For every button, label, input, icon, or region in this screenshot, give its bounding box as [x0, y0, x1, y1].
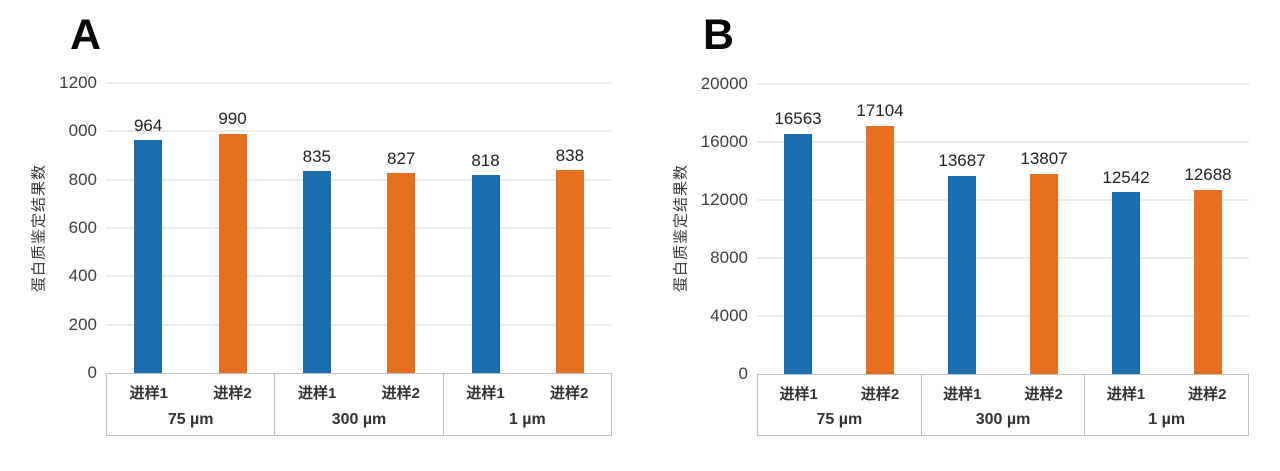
group-label: 1 µm	[1148, 411, 1186, 428]
y-axis-title: 蛋白质鉴定结果数	[30, 163, 48, 293]
gridline	[106, 179, 612, 181]
category-label: 进样2	[549, 385, 589, 402]
bar-value-label: 835	[302, 146, 332, 166]
category-cell: 进样1 进样2 75 µm	[107, 374, 276, 435]
gridline	[757, 141, 1249, 143]
bar-group: 835 827	[275, 83, 444, 373]
category-axis-a: 进样1 进样2 75 µm 进样1 进样2 300 µm 进样1 进样2 1 µm	[106, 373, 612, 436]
y-tick-label: 0	[87, 363, 97, 382]
bar-series1	[784, 133, 812, 374]
category-cell: 进样1 进样2 300 µm	[275, 374, 444, 435]
group-label: 75 µm	[816, 411, 863, 428]
y-tick-label: 0	[738, 364, 748, 383]
bar-value-label: 12688	[1184, 165, 1232, 185]
category-label: 进样1	[943, 386, 982, 403]
group-label: 300 µm	[975, 411, 1031, 428]
bar-value-label: 990	[218, 109, 247, 129]
gridline	[757, 257, 1249, 259]
category-label: 进样2	[860, 386, 900, 403]
bar-series2	[1194, 190, 1222, 374]
category-cell: 进样1 进样2 300 µm	[922, 375, 1086, 435]
group-label: 300 µm	[331, 411, 387, 428]
category-label: 进样2	[213, 385, 252, 402]
bar-value-label: 16563	[774, 109, 822, 129]
gridline	[106, 275, 612, 277]
y-tick-label: 4000	[710, 306, 748, 325]
category-label: 进样1	[129, 385, 168, 402]
bar-value-label: 13807	[1020, 149, 1068, 169]
y-tick-label: 200	[68, 314, 97, 334]
y-tick-label: 16000	[700, 132, 748, 151]
category-label: 进样1	[1106, 386, 1146, 403]
bar-series2	[387, 173, 416, 373]
group-label: 75 µm	[167, 411, 214, 428]
panel-letter-a: A	[70, 11, 102, 59]
category-cell: 进样1 进样2 75 µm	[758, 375, 922, 435]
group-label: 1 µm	[508, 411, 546, 428]
bar-series1	[1112, 192, 1140, 374]
category-label: 进样2	[1024, 386, 1063, 403]
panel-a: A 蛋白质鉴定结果数 1200 000 800 600 400 200 0 964 990 835…	[30, 11, 612, 436]
bar-value-label: 17104	[856, 101, 904, 121]
bar-series2	[866, 126, 894, 374]
y-tick-label: 000	[68, 121, 97, 141]
y-tick-label: 400	[68, 266, 97, 286]
category-label: 进样2	[381, 385, 420, 402]
bar-value-label: 827	[386, 148, 416, 168]
gridline	[106, 82, 612, 84]
bar-groups-layer: 16563 17104 13687 13807 12542 12688	[757, 84, 1249, 374]
category-label: 进样1	[466, 385, 505, 402]
category-axis-b: 进样1 进样2 75 µm 进样1 进样2 300 µm 进样1 进样2 1 µm	[757, 374, 1249, 436]
category-label: 进样1	[779, 386, 818, 403]
bar-value-label: 964	[133, 115, 163, 135]
category-cell: 进样1 进样2 1 µm	[444, 374, 611, 435]
gridline	[106, 130, 612, 132]
panel-b: B 蛋白质鉴定结果数 20000 16000 12000 8000 4000 0 16563…	[640, 0, 1280, 471]
bar-series1	[471, 175, 500, 373]
plot-area-a: 1200 000 800 600 400 200 0 964 990 835 827 818 838	[59, 73, 612, 382]
plot-area-b: 20000 16000 12000 8000 4000 0 16563 17104 13687 1…	[701, 74, 1249, 383]
panel-letter-b: B	[703, 11, 735, 59]
y-axis-title: 蛋白质鉴定结果数	[672, 163, 690, 293]
bar-value-label: 838	[555, 145, 585, 165]
y-tick-label: 8000	[710, 248, 748, 267]
y-tick-label: 800	[68, 169, 97, 189]
gridline	[757, 83, 1249, 85]
bar-value-label: 13687	[938, 151, 986, 170]
bar-group: 13687 13807	[921, 84, 1085, 374]
bar-value-label: 12542	[1102, 167, 1150, 187]
y-tick-label: 600	[68, 218, 97, 237]
bar-series1	[948, 175, 976, 374]
bar-series1	[302, 171, 331, 373]
category-cell: 进样1 进样2 1 µm	[1085, 375, 1248, 435]
category-label: 进样2	[1188, 386, 1227, 403]
category-label: 进样1	[297, 385, 337, 402]
bar-group: 12542 12688	[1085, 84, 1249, 374]
bar-series2	[1030, 173, 1058, 374]
bar-group: 16563 17104	[757, 84, 921, 374]
bar-series2	[555, 170, 584, 373]
bar-series2	[218, 133, 247, 373]
gridline	[106, 227, 612, 229]
y-tick-label: 1200	[59, 73, 97, 92]
y-tick-label: 20000	[700, 74, 748, 93]
y-tick-label: 12000	[700, 190, 748, 209]
gridline	[757, 315, 1249, 317]
bar-groups-layer: 964 990 835 827 818 838	[106, 83, 612, 373]
bar-series1	[134, 140, 163, 373]
bar-group: 964 990	[106, 83, 275, 373]
bar-group: 818 838	[443, 83, 612, 373]
gridline	[757, 199, 1249, 201]
gridline	[106, 324, 612, 326]
bar-value-label: 818	[471, 150, 500, 170]
